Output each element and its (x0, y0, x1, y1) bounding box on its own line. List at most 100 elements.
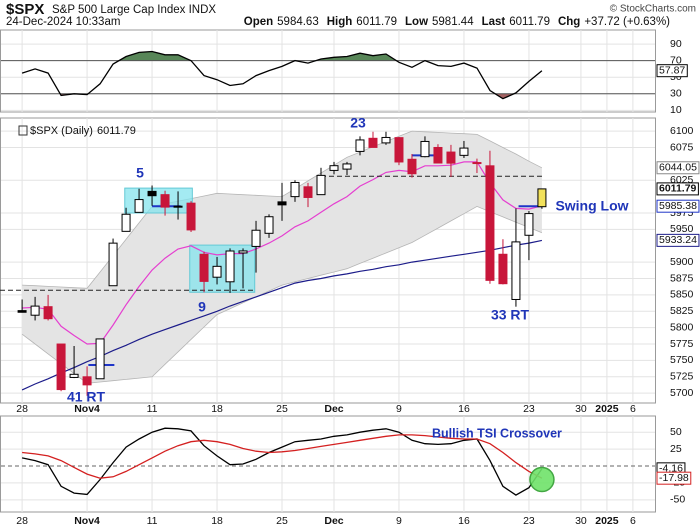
x-tick-label: 30 (575, 403, 587, 415)
x-tick-label: 11 (147, 403, 158, 415)
x-tick-label: 18 (211, 515, 223, 527)
x-tick-label: Nov4 (74, 403, 100, 415)
security-name: S&P 500 Large Cap Index INDX (52, 4, 216, 16)
x-tick-label: 28 (16, 403, 28, 415)
annotation: Bullish TSI Crossover (432, 426, 562, 440)
candle-body (394, 137, 404, 163)
candle-body (108, 242, 118, 287)
quote-label: High (327, 16, 353, 28)
x-tick-label: Nov4 (74, 515, 100, 527)
panels: 10 30 50 70 90 57.87 5700 5725 5750 5775 5800 5825 5… (0, 29, 700, 527)
annotation: 23 (350, 115, 366, 131)
candle-body (69, 373, 79, 378)
candle-body (212, 265, 222, 278)
x-tick-label: 16 (458, 515, 470, 527)
candle-body (56, 343, 66, 391)
candle-body (186, 202, 196, 231)
x-tick-label: 6 (630, 515, 636, 527)
annotation: 9 (198, 299, 206, 315)
candle-body (498, 253, 508, 285)
y-tick-label: 5775 (670, 338, 694, 350)
quote-value: 5981.44 (432, 16, 474, 28)
quote-value: 6011.79 (509, 16, 550, 28)
last-value-box (656, 64, 688, 78)
x-tick-label: 25 (276, 515, 288, 527)
last-value-label: 5985.38 (659, 200, 697, 212)
candle-body (30, 305, 40, 316)
last-value-label: -17.98 (659, 472, 689, 484)
candle-body (459, 147, 469, 156)
candle-body (199, 253, 209, 282)
candle-body (290, 181, 300, 198)
panel-icon (18, 125, 28, 136)
x-tick-label: 6 (630, 403, 636, 415)
x-tick-label: 18 (211, 403, 223, 415)
datetime: 24-Dec-2024 10:33am (6, 16, 120, 28)
quote-value: +37.72 (+0.63%) (584, 16, 670, 28)
candle-body (264, 216, 274, 234)
annotation: 5 (136, 165, 144, 181)
candle-body (420, 140, 430, 158)
candle-body (251, 229, 261, 247)
candle-body (303, 186, 313, 198)
x-tick-label: Dec (324, 515, 343, 527)
candle-body (485, 165, 495, 281)
quote-label: Chg (558, 16, 580, 28)
x-tick-label: 23 (523, 515, 535, 527)
candle-body (173, 205, 183, 208)
annotation: 41 RT (67, 389, 106, 405)
series-line (22, 434, 543, 479)
candle-body (407, 158, 417, 175)
x-tick-label: 30 (575, 515, 587, 527)
y-tick-label: 5900 (670, 256, 694, 268)
last-value-label: 6011.79 (659, 183, 697, 195)
candle-body (17, 310, 27, 313)
y-tick-label: 5875 (670, 272, 694, 284)
candle-body (329, 165, 339, 171)
last-value-label: 57.87 (659, 64, 685, 76)
last-value-box (656, 161, 700, 175)
candle-body (446, 151, 456, 164)
y-tick-label: 5800 (670, 321, 694, 333)
candle-body (342, 163, 352, 170)
candle-body (537, 188, 547, 208)
last-value-box (656, 233, 700, 247)
y-tick-label: -50 (670, 494, 685, 506)
last-value-label: 6044.05 (659, 162, 697, 174)
y-tick-label: 25 (670, 443, 682, 455)
candle-body (511, 241, 521, 300)
series-line (21, 50, 543, 100)
last-value-label: 5933.24 (659, 234, 697, 246)
y-tick-label: 5825 (670, 305, 694, 317)
quote: Open 5984.63 High 6011.79 Low 5981.44 Last 6011… (244, 16, 670, 28)
candle-body (472, 162, 482, 165)
x-tick-label: 9 (396, 515, 402, 527)
x-tick-label: 2025 (595, 403, 619, 415)
last-value-label: -4.16 (659, 463, 683, 475)
candle-body (381, 136, 391, 144)
symbol: $SPX (6, 1, 44, 18)
x-tick-label: 25 (276, 403, 288, 415)
y-tick-label: 5725 (670, 371, 694, 383)
candle-body (238, 250, 248, 254)
candle-body (433, 146, 443, 164)
overlay-line (21, 239, 543, 391)
x-tick-label: 28 (16, 515, 28, 527)
candle-body (82, 376, 92, 386)
x-tick-label: 23 (523, 403, 535, 415)
last-value-box (656, 471, 692, 485)
y-tick-label: 90 (670, 38, 682, 50)
y-tick-label: 50 (670, 426, 682, 438)
quote-value: 6011.79 (356, 16, 397, 28)
y-tick-label: 5850 (670, 289, 694, 301)
candle-body (95, 338, 105, 380)
panel-frame (0, 29, 656, 113)
candle-body (160, 194, 170, 208)
y-tick-label: 6100 (670, 125, 694, 137)
x-tick-label: Dec (324, 403, 343, 415)
y-tick-label: 5950 (670, 223, 694, 235)
x-tick-label: 11 (147, 515, 158, 527)
candle-body (134, 199, 144, 213)
annotation: 33 RT (491, 307, 530, 323)
